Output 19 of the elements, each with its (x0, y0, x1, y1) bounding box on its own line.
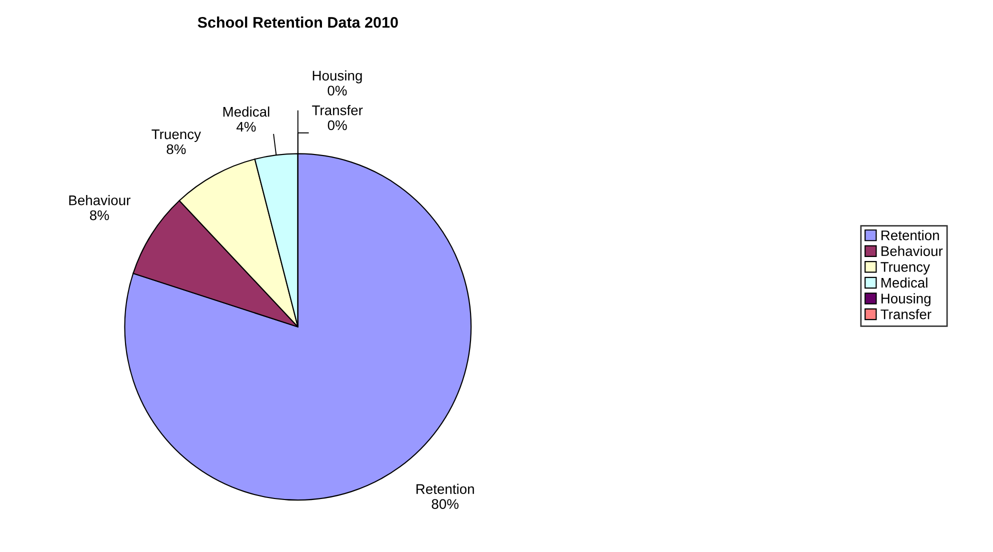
slice-label: Truency (152, 130, 201, 142)
text: 0% (328, 120, 347, 130)
data-label: 8% (166, 144, 186, 154)
data-label: 80% (432, 499, 458, 509)
text: 0% (328, 86, 347, 96)
legend-label: Truency (880, 262, 930, 275)
slice-label: Retention (416, 484, 474, 494)
slice-label: Behaviour (69, 195, 130, 206)
data-label: 8% (90, 210, 109, 220)
legend-label: Housing (882, 293, 930, 306)
legend-label: Behaviour (882, 246, 943, 256)
legend-label: Medical (882, 277, 928, 288)
data-label: 4% (236, 122, 256, 132)
category-label: Housing (312, 70, 362, 84)
slice-label: Medical (223, 106, 270, 117)
chart-title: School Retention Data 2010 (198, 16, 398, 28)
legend-label: Transfer (880, 309, 932, 320)
category-label: Transfer (312, 105, 363, 116)
legend-label: Retention (882, 230, 939, 240)
